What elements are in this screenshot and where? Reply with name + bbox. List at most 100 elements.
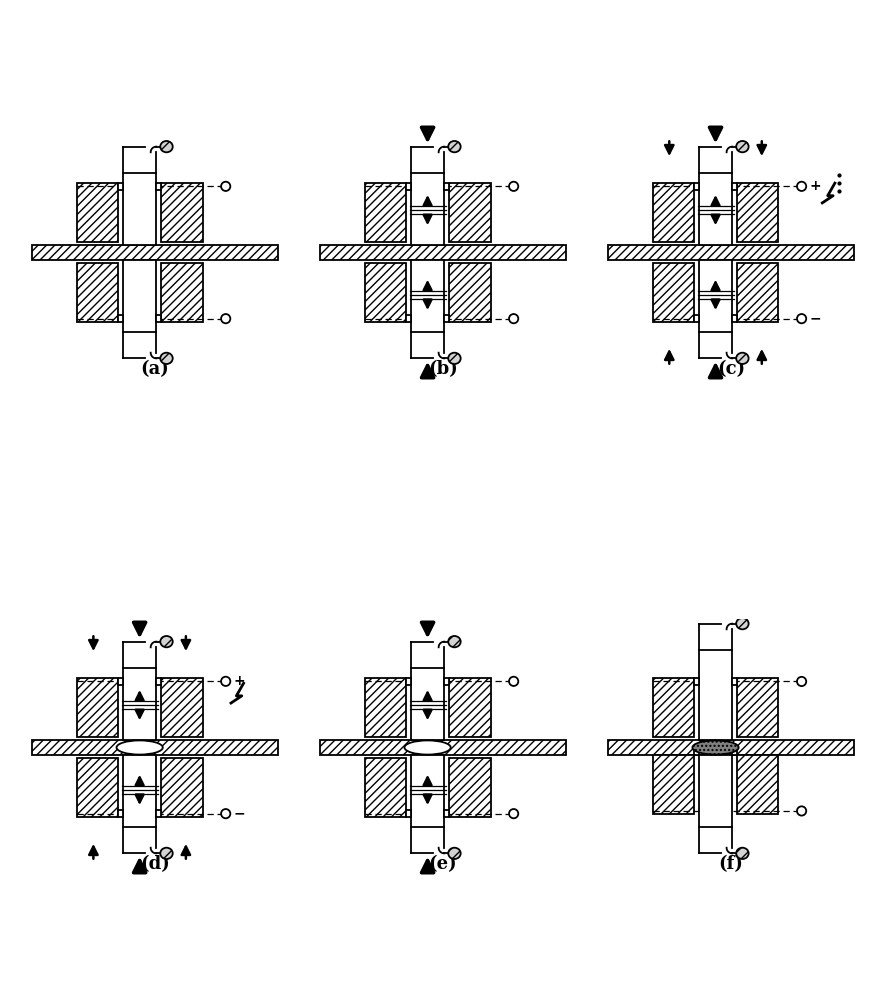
Bar bbox=[699, 173, 732, 245]
Circle shape bbox=[222, 182, 230, 191]
Ellipse shape bbox=[736, 141, 749, 152]
Ellipse shape bbox=[116, 740, 163, 755]
Circle shape bbox=[509, 182, 518, 191]
Ellipse shape bbox=[404, 740, 451, 755]
Bar bbox=[411, 173, 444, 245]
Bar bbox=[365, 758, 406, 817]
Text: (c): (c) bbox=[717, 360, 745, 378]
Ellipse shape bbox=[160, 141, 173, 152]
Bar bbox=[406, 183, 411, 190]
Circle shape bbox=[797, 806, 806, 816]
Ellipse shape bbox=[736, 353, 749, 364]
Bar bbox=[732, 749, 737, 755]
Bar bbox=[699, 650, 732, 740]
Bar bbox=[449, 678, 491, 737]
Ellipse shape bbox=[448, 848, 461, 859]
Circle shape bbox=[797, 677, 806, 686]
Bar bbox=[365, 678, 406, 737]
Bar bbox=[732, 315, 737, 322]
Bar bbox=[32, 245, 278, 260]
Text: −: − bbox=[809, 312, 821, 326]
Text: +: + bbox=[809, 179, 821, 193]
Text: (b): (b) bbox=[428, 360, 458, 378]
Bar bbox=[694, 678, 699, 685]
Circle shape bbox=[509, 314, 518, 323]
Ellipse shape bbox=[693, 740, 739, 755]
Bar bbox=[653, 183, 694, 242]
Bar bbox=[694, 749, 699, 755]
Text: (d): (d) bbox=[140, 855, 170, 873]
Bar bbox=[365, 263, 406, 322]
Bar bbox=[123, 260, 156, 332]
Bar bbox=[737, 263, 779, 322]
Bar bbox=[653, 755, 694, 814]
Bar bbox=[449, 758, 491, 817]
Bar bbox=[732, 678, 737, 685]
Bar bbox=[653, 678, 694, 737]
Bar bbox=[737, 755, 779, 814]
Bar bbox=[406, 315, 411, 322]
Bar bbox=[118, 183, 123, 190]
Bar bbox=[161, 678, 203, 737]
Bar bbox=[444, 810, 449, 817]
Bar bbox=[156, 810, 161, 817]
Bar bbox=[77, 263, 118, 322]
Bar bbox=[77, 758, 118, 817]
Bar bbox=[608, 740, 854, 755]
Bar bbox=[406, 810, 411, 817]
Ellipse shape bbox=[448, 141, 461, 152]
Ellipse shape bbox=[736, 618, 749, 629]
Ellipse shape bbox=[160, 848, 173, 859]
Bar bbox=[653, 263, 694, 322]
Bar bbox=[118, 315, 123, 322]
Bar bbox=[608, 245, 854, 260]
Bar bbox=[694, 315, 699, 322]
Bar bbox=[411, 260, 444, 332]
Text: (f): (f) bbox=[719, 855, 743, 873]
Bar bbox=[77, 678, 118, 737]
Bar bbox=[732, 183, 737, 190]
Bar bbox=[449, 263, 491, 322]
Circle shape bbox=[222, 314, 230, 323]
Bar bbox=[156, 315, 161, 322]
Ellipse shape bbox=[736, 848, 749, 859]
Bar bbox=[161, 758, 203, 817]
Bar bbox=[77, 183, 118, 242]
Circle shape bbox=[797, 182, 806, 191]
Bar bbox=[320, 245, 566, 260]
Text: +: + bbox=[233, 674, 245, 688]
Bar bbox=[365, 183, 406, 242]
Bar bbox=[32, 740, 278, 755]
Text: (e): (e) bbox=[429, 855, 457, 873]
Bar bbox=[123, 173, 156, 245]
Bar bbox=[737, 183, 779, 242]
Bar bbox=[156, 678, 161, 685]
Bar bbox=[411, 755, 444, 827]
Circle shape bbox=[222, 809, 230, 818]
Bar bbox=[411, 668, 444, 740]
Circle shape bbox=[222, 677, 230, 686]
Bar bbox=[737, 678, 779, 737]
Bar bbox=[406, 678, 411, 685]
Ellipse shape bbox=[448, 353, 461, 364]
Ellipse shape bbox=[160, 636, 173, 647]
Bar bbox=[123, 755, 156, 827]
Bar bbox=[444, 315, 449, 322]
Bar bbox=[156, 183, 161, 190]
Bar bbox=[161, 183, 203, 242]
Bar bbox=[123, 668, 156, 740]
Bar bbox=[699, 755, 732, 827]
Bar bbox=[694, 183, 699, 190]
Bar bbox=[449, 183, 491, 242]
Bar bbox=[699, 260, 732, 332]
Text: (a): (a) bbox=[141, 360, 169, 378]
Bar bbox=[161, 263, 203, 322]
Bar bbox=[444, 183, 449, 190]
Circle shape bbox=[509, 809, 518, 818]
Circle shape bbox=[509, 677, 518, 686]
Bar bbox=[118, 810, 123, 817]
Bar bbox=[444, 678, 449, 685]
Ellipse shape bbox=[448, 636, 461, 647]
Circle shape bbox=[797, 314, 806, 323]
Text: −: − bbox=[233, 807, 245, 821]
